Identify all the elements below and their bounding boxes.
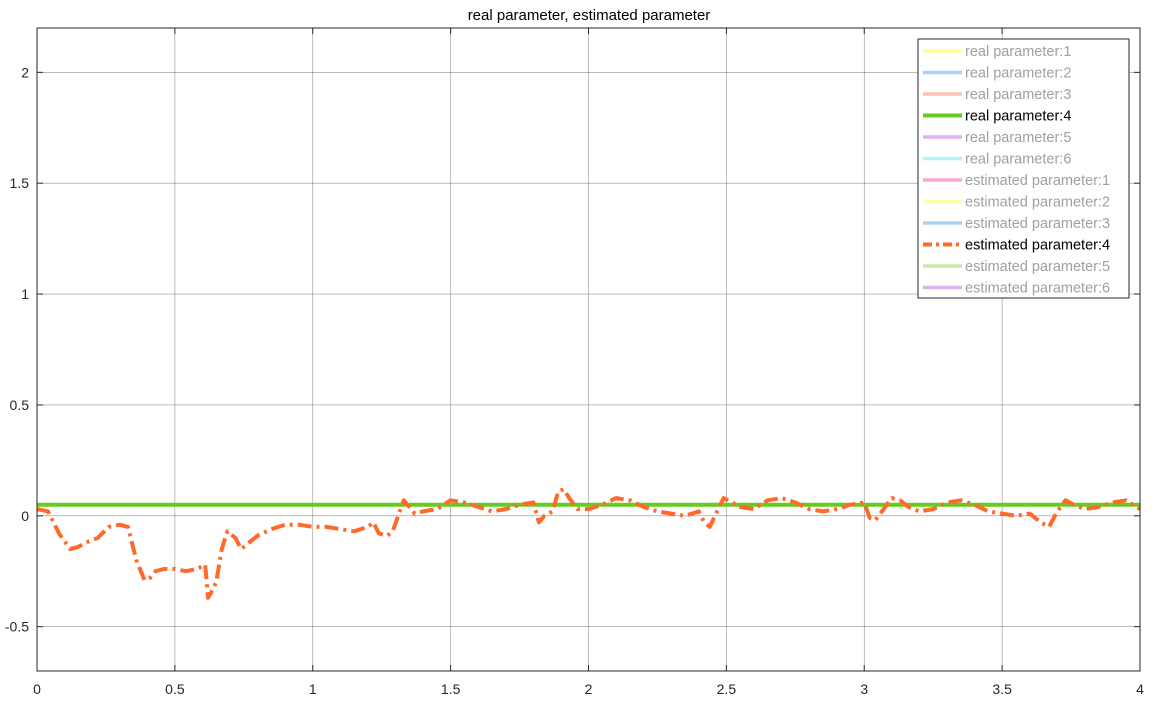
x-tick-label: 1.5: [441, 681, 461, 697]
legend-label[interactable]: real parameter:5: [965, 130, 1071, 146]
legend-label[interactable]: estimated parameter:4: [965, 238, 1110, 254]
legend-items: real parameter:1 real parameter:2 real par…: [923, 44, 1110, 297]
y-tick-label: 2: [21, 64, 29, 80]
legend-box: [917, 38, 1130, 299]
series-lines: [36, 487, 1142, 600]
x-tick-label: 2.5: [717, 681, 737, 697]
series-line-estimated-parameter-4: [36, 487, 1142, 600]
y-tick-label: 1: [21, 286, 29, 302]
x-tick-label: 0: [33, 681, 41, 697]
y-tick-label: 1.5: [10, 175, 30, 191]
x-tick-label: 3: [860, 681, 868, 697]
legend-label[interactable]: estimated parameter:1: [965, 173, 1110, 189]
legend-label[interactable]: real parameter:4: [965, 109, 1071, 125]
legend-label[interactable]: estimated parameter:3: [965, 216, 1110, 232]
legend-label[interactable]: estimated parameter:5: [965, 259, 1110, 275]
x-tick-label: 2: [585, 681, 593, 697]
x-tick-label: 4: [1136, 681, 1144, 697]
x-tick-label: 0.5: [165, 681, 185, 697]
x-tick-label: 1: [309, 681, 317, 697]
legend-label[interactable]: real parameter:6: [965, 152, 1071, 168]
y-tick-labels: -0.5 0 0.5 1 1.5 2: [5, 64, 29, 634]
grid-lines: [36, 28, 1141, 671]
legend-label[interactable]: real parameter:2: [965, 66, 1071, 82]
y-tick-label: 0.5: [10, 397, 30, 413]
y-tick-label: 0: [21, 508, 29, 524]
legend-label[interactable]: estimated parameter:2: [965, 195, 1110, 211]
legend-label[interactable]: real parameter:3: [965, 87, 1071, 103]
x-tick-label: 3.5: [992, 681, 1012, 697]
y-tick-label: -0.5: [5, 619, 29, 635]
axes-frame: [36, 27, 1141, 672]
x-tick-labels: 0 0.5 1 1.5 2 2.5 3 3.5 4: [33, 681, 1144, 697]
chart-title: real parameter, estimated parameter: [468, 7, 711, 24]
legend-label[interactable]: estimated parameter:6: [965, 281, 1110, 297]
legend[interactable]: real parameter:1 real parameter:2 real par…: [917, 38, 1130, 299]
legend-label[interactable]: real parameter:1: [965, 44, 1071, 60]
